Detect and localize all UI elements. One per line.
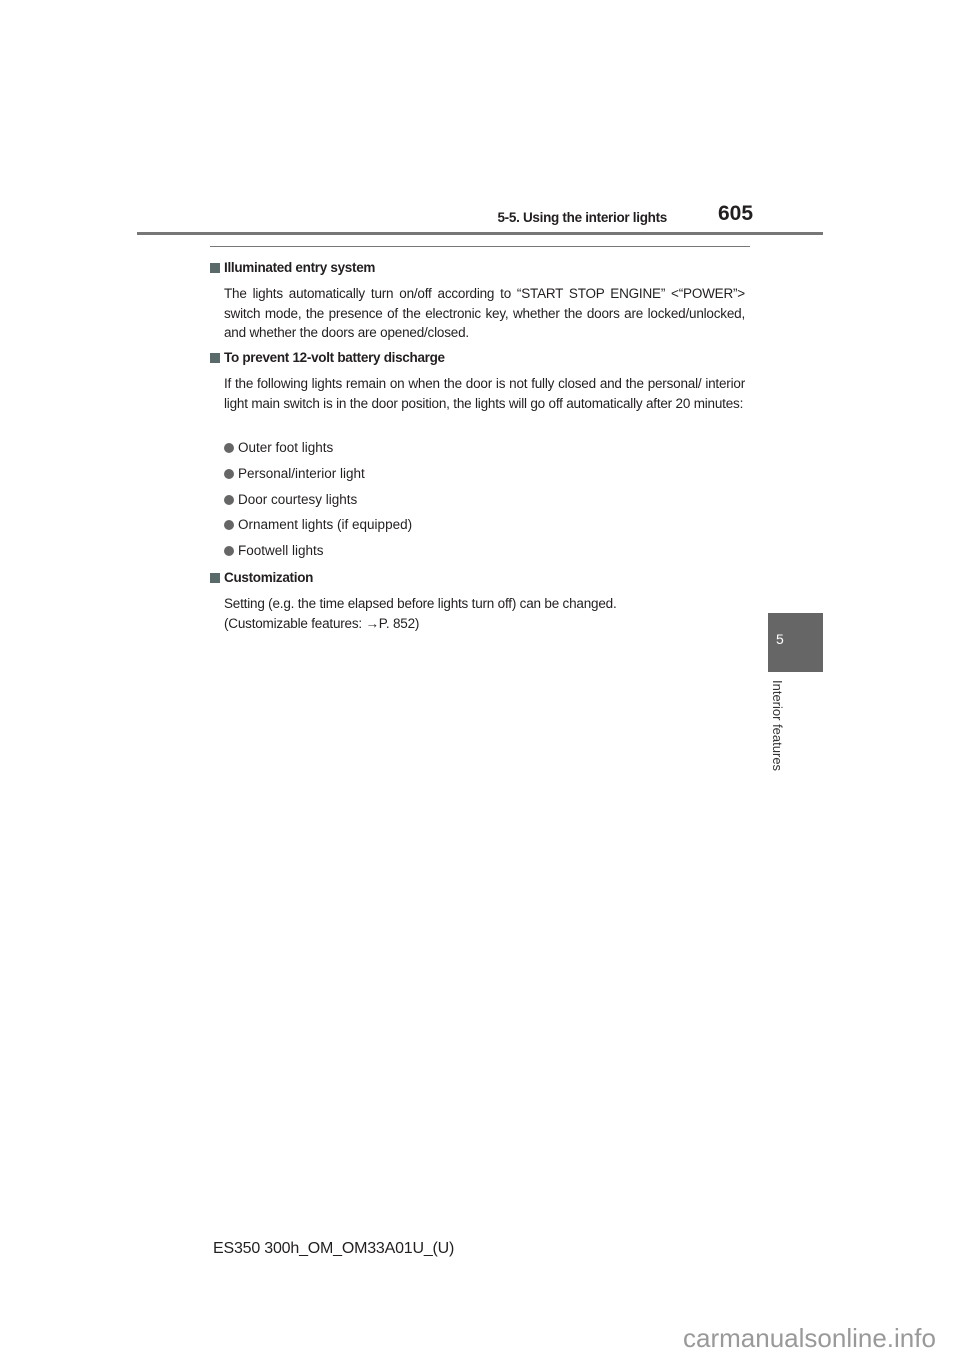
circle-bullet-icon [224,494,234,505]
heading-text: Customization [224,570,314,585]
heading-text: To prevent 12-volt battery discharge [224,350,445,365]
footer-model-code: ES350 300h_OM_OM33A01U_(U) [213,1240,455,1257]
content-rule [210,246,750,247]
square-bullet-icon [210,352,220,363]
heading-text: Illuminated entry system [224,260,376,275]
heading-battery-discharge: To prevent 12-volt battery discharge [210,350,445,365]
circle-bullet-icon [224,468,234,479]
list-item-text: Outer foot lights [238,440,334,455]
paragraph: The lights automatically turn on/off acc… [224,286,745,340]
list-item-text: Ornament lights (if equipped) [238,517,413,532]
list-item: Outer foot lights [224,440,333,455]
heading-customization: Customization [210,570,313,585]
page-number: 605 [718,202,754,225]
circle-bullet-icon [224,519,234,530]
square-bullet-icon [210,572,220,583]
chapter-tab: 5 [768,613,823,672]
circle-bullet-icon [224,442,234,453]
heading-illuminated-entry: Illuminated entry system [210,260,375,275]
paragraph: If the following lights remain on when t… [224,376,745,411]
list-item-text: Footwell lights [238,543,324,558]
list-item-text: Personal/interior light [238,466,365,481]
circle-bullet-icon [224,545,234,556]
list-item: Footwell lights [224,543,324,558]
chapter-title: Interior features [770,680,785,772]
section-header: 5-5. Using the interior lights [497,210,667,225]
header-rule [137,232,823,235]
list-item: Ornament lights (if equipped) [224,517,412,532]
list-item: Personal/interior light [224,466,365,481]
list-item-text: Door courtesy lights [238,492,358,507]
page-reference-link[interactable]: (Customizable features: →P. 852) [224,616,420,631]
square-bullet-icon [210,262,220,273]
watermark: carmanualsonline.info [683,1323,936,1353]
chapter-number: 5 [776,631,784,647]
paragraph: Setting (e.g. the time elapsed before li… [224,596,617,611]
list-item: Door courtesy lights [224,492,357,507]
